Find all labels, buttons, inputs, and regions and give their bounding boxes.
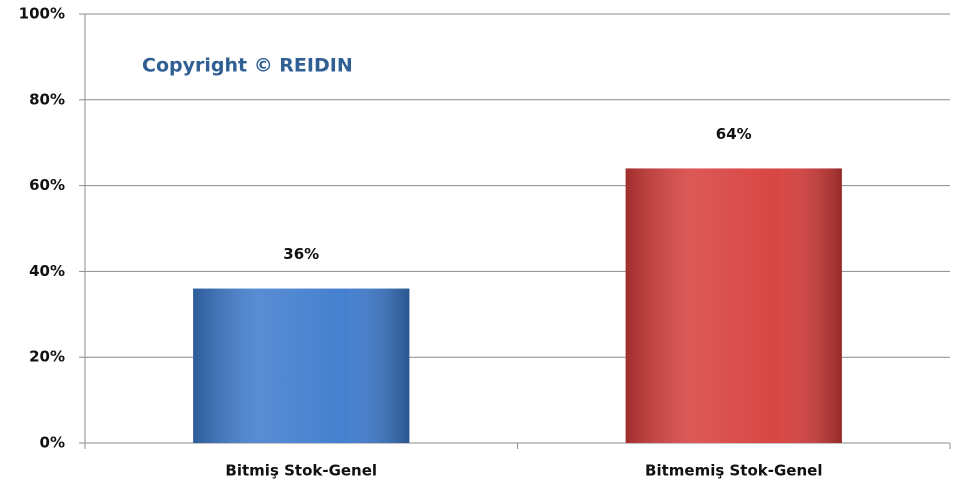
y-tick-label: 60% xyxy=(29,176,65,194)
y-tick-label: 80% xyxy=(29,90,65,108)
x-tick-label: Bitmemiş Stok-Genel xyxy=(645,462,822,480)
y-tick-label: 40% xyxy=(29,262,65,280)
y-tick-label: 20% xyxy=(29,348,65,366)
y-tick-label: 100% xyxy=(19,5,65,23)
value-label: 64% xyxy=(716,125,752,143)
annotation: Copyright © REIDIN xyxy=(142,55,353,77)
bar xyxy=(625,168,842,443)
value-label: 36% xyxy=(283,245,319,263)
bar xyxy=(193,288,410,443)
y-tick-label: 0% xyxy=(40,434,65,452)
x-tick-label: Bitmiş Stok-Genel xyxy=(225,462,377,480)
